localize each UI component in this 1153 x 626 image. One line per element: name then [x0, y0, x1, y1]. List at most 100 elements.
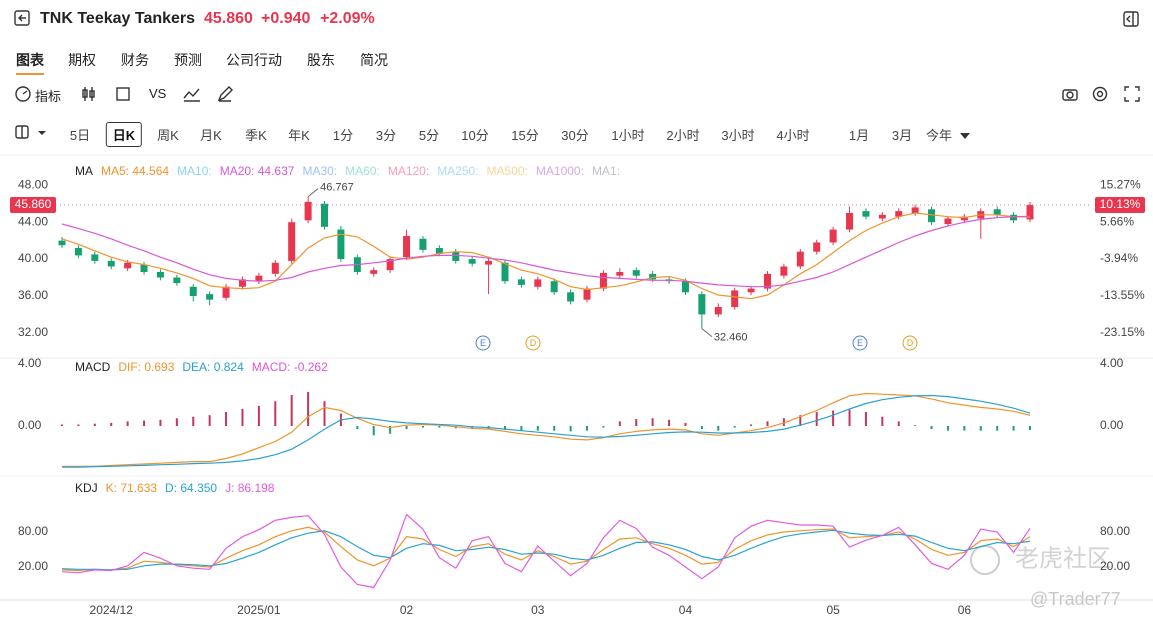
y-tick-label: 40.00 [18, 251, 48, 265]
candle-body [206, 294, 214, 300]
indicator-icon[interactable] [14, 85, 32, 103]
legend-item: MA250: [437, 164, 478, 178]
legend-item: MA1: [592, 164, 620, 178]
timeframe[interactable]: 1月 [848, 128, 870, 143]
timeframe[interactable]: 2小时 [666, 128, 700, 143]
legend-item: DEA: 0.824 [182, 360, 244, 374]
timeframe[interactable]: 季K [245, 128, 267, 143]
timeframe-bar: 5日 日K 周K 月K 季K 年K 1分 3分 5分 10分 15分 30分 1小时 2小时 3小时 4小时 1… [0, 120, 1153, 148]
camera-icon[interactable] [1061, 85, 1079, 103]
candle-body [288, 222, 296, 261]
timeframe[interactable]: 4小时 [776, 128, 810, 143]
timeframe[interactable]: 5分 [418, 128, 440, 143]
timeframe[interactable]: 10分 [461, 128, 489, 143]
timeframe[interactable]: 今年 [926, 125, 971, 144]
x-tick-label: 03 [531, 603, 545, 617]
y-tick-label: 80.00 [18, 524, 48, 538]
timeframe[interactable]: 30分 [561, 128, 589, 143]
timeframe[interactable]: 3小时 [721, 128, 755, 143]
candle-body [435, 248, 443, 254]
y-tick-label: 4.00 [18, 356, 42, 370]
event-marker [852, 335, 868, 351]
timeframe[interactable]: 3分 [375, 128, 397, 143]
candle-icon[interactable] [80, 85, 98, 103]
y2-tick-label: 4.00 [1100, 356, 1124, 370]
candle-body [74, 248, 82, 256]
legend-item: MA10: [177, 164, 212, 178]
candle-body [222, 286, 230, 298]
legend-item: MA30: [302, 164, 337, 178]
y-tick-label: 44.00 [18, 214, 48, 228]
candle-body [780, 266, 788, 276]
high-label: 46.767 [320, 182, 354, 194]
candle-body [534, 279, 542, 287]
indicators[interactable]: 指标 [35, 89, 62, 104]
legend-title: MA [75, 164, 93, 178]
candle-body [796, 251, 804, 267]
candle-body [649, 273, 657, 280]
y-tick-label: 36.00 [18, 288, 48, 302]
header: TNK Teekay Tankers 45.860 +0.940 +2.09% [0, 6, 1153, 32]
stock-title: TNK Teekay Tankers [40, 10, 196, 27]
legend-item: J: 86.198 [225, 481, 275, 495]
settings-icon[interactable] [1091, 85, 1109, 103]
timeframe[interactable]: 月K [200, 128, 222, 143]
candle-body [386, 259, 394, 271]
tab[interactable]: 财务 [121, 52, 149, 68]
compare[interactable]: VS [149, 86, 167, 101]
last-price-tag [10, 197, 56, 214]
candle-body [813, 242, 821, 252]
candle-body [944, 218, 952, 225]
timeframe[interactable]: 15分 [511, 128, 539, 143]
timeframe[interactable]: 年K [288, 128, 310, 143]
back-icon[interactable] [13, 9, 33, 29]
candle-body [140, 264, 148, 272]
ma-line [61, 212, 1031, 300]
legend-item: MA1000: [536, 164, 584, 178]
tab[interactable]: 期权 [68, 52, 96, 68]
y2-tick-label: -3.94% [1100, 251, 1138, 265]
overlay-icon[interactable] [182, 85, 202, 103]
tab-bar: 图表 期权 财务 预测 公司行动 股东 简况 [0, 48, 1153, 76]
y2-tick-label: 15.27% [1100, 177, 1141, 191]
layout-icon[interactable] [14, 123, 50, 143]
timeframe[interactable]: 周K [157, 128, 179, 143]
x-tick-label: 04 [679, 603, 693, 617]
high-pointer [307, 188, 319, 198]
tab[interactable]: 股东 [307, 52, 335, 68]
x-tick-label: 05 [826, 603, 840, 617]
timeframe[interactable]: 1小时 [611, 128, 645, 143]
candle-body [419, 238, 427, 250]
timeframe[interactable]: 1分 [332, 128, 354, 143]
candle-body [321, 203, 329, 227]
timeframe[interactable]: 日K [105, 122, 143, 147]
x-tick-label: 06 [958, 603, 972, 617]
x-tick-label: 2025/01 [237, 603, 281, 617]
candle-body [304, 201, 312, 221]
candle-body [862, 211, 870, 217]
draw-rect-icon[interactable] [114, 85, 132, 103]
legend-item: MA20: 44.637 [220, 164, 295, 178]
candle-body [124, 262, 132, 269]
tab[interactable]: 图表 [16, 50, 44, 75]
candle-body [271, 262, 279, 274]
price: 45.860 [204, 10, 253, 27]
kdj-line [61, 529, 1031, 571]
timeframe[interactable]: 3月 [891, 128, 913, 143]
candle-body [714, 307, 722, 315]
candle-body [763, 273, 771, 289]
collapse-icon[interactable] [1122, 10, 1142, 30]
pen-icon[interactable] [216, 85, 234, 103]
tab[interactable]: 预测 [174, 52, 202, 68]
fullscreen-icon[interactable] [1123, 85, 1141, 103]
tab[interactable]: 公司行动 [226, 52, 282, 68]
last-price-label: 45.860 [15, 197, 52, 211]
event-marker [475, 335, 491, 351]
tab[interactable]: 简况 [360, 52, 388, 68]
event-marker [902, 335, 918, 351]
candle-body [370, 270, 378, 274]
candle-body [468, 259, 476, 264]
timeframe[interactable]: 5日 [69, 128, 91, 143]
legend-item: MA120: [388, 164, 429, 178]
